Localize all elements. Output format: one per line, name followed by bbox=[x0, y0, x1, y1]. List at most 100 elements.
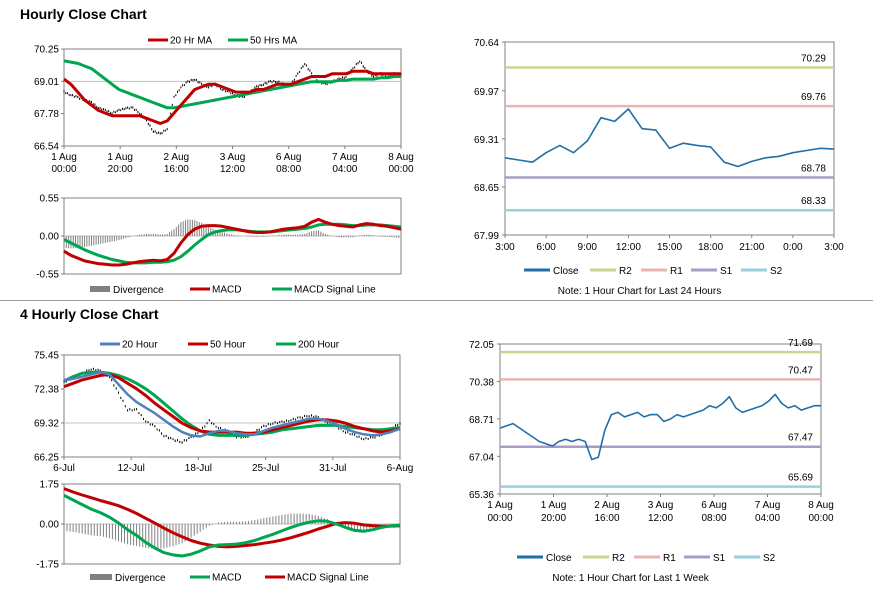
hourly-levels-x-label-5: 18:00 bbox=[698, 242, 723, 253]
four-hourly-levels-x-date-6: 8 Aug bbox=[808, 500, 834, 511]
four-hourly-levels-y-label-1: 70.38 bbox=[469, 377, 494, 388]
four-hourly-price-plot bbox=[63, 354, 401, 458]
hourly-levels-close-line bbox=[504, 108, 835, 168]
four-hourly-levels-x-time-1: 20:00 bbox=[541, 513, 566, 524]
hourly-levels-y-label-0: 70.64 bbox=[474, 38, 499, 49]
hourly-levels-x-label-1: 6:00 bbox=[536, 242, 556, 253]
four-hourly-levels-x-time-4: 08:00 bbox=[701, 513, 726, 524]
four-hourly-50hr-line bbox=[63, 372, 401, 435]
hourly-macd-y-label-0: 0.55 bbox=[40, 194, 60, 205]
four-hourly-levels-x-date-4: 6 Aug bbox=[701, 500, 727, 511]
four-hourly-levels-r1-level-label: 70.47 bbox=[788, 365, 813, 376]
hourly-levels-r1-level-label: 69.76 bbox=[801, 92, 826, 103]
hourly-levels-s2-level-label: 68.33 bbox=[801, 196, 826, 207]
hourly-section-title: Hourly Close Chart bbox=[20, 6, 147, 22]
hourly-price-y-label-1: 69.01 bbox=[34, 77, 59, 88]
hourly-levels-x-label-7: 0:00 bbox=[783, 242, 803, 253]
hourly-levels-note: Note: 1 Hour Chart for Last 24 Hours bbox=[558, 286, 721, 297]
hourly-price-x-date-6: 8 Aug bbox=[388, 152, 414, 163]
hourly-levels-legend-s2-label: S2 bbox=[770, 266, 783, 277]
hourly-20hr-ma-line bbox=[63, 69, 401, 125]
four-hourly-levels-y-label-2: 68.71 bbox=[469, 415, 494, 426]
four-hourly-legend-50hr-label: 50 Hour bbox=[210, 340, 246, 351]
hourly-price-x-date-2: 2 Aug bbox=[164, 152, 190, 163]
hourly-levels-x-label-8: 3:00 bbox=[824, 242, 844, 253]
hourly-price-x-date-5: 7 Aug bbox=[332, 152, 358, 163]
hourly-legend-20hr-label: 20 Hr MA bbox=[170, 36, 213, 47]
four-hourly-price-x-label-0: 6-Jul bbox=[53, 463, 75, 474]
section-divider bbox=[0, 300, 873, 301]
four-hourly-price-y-label-1: 72.38 bbox=[34, 385, 59, 396]
hourly-levels-legend-r1-label: R1 bbox=[670, 266, 683, 277]
four-hourly-signal-line bbox=[63, 487, 401, 549]
four-hourly-levels-y-label-0: 72.05 bbox=[469, 340, 494, 351]
four-hourly-levels-x-date-3: 3 Aug bbox=[648, 500, 674, 511]
hourly-levels-y-label-2: 69.31 bbox=[474, 135, 499, 146]
hourly-price-x-time-1: 20:00 bbox=[108, 164, 133, 175]
hourly-price-x-time-3: 12:00 bbox=[220, 164, 245, 175]
four-hourly-200hr-line bbox=[63, 370, 401, 437]
four-hourly-levels-note: Note: 1 Hour Chart for Last 1 Week bbox=[552, 573, 710, 584]
four-hourly-levels-legend-close-label: Close bbox=[546, 553, 572, 564]
hourly-price-y-label-2: 67.78 bbox=[34, 109, 59, 120]
four-hourly-levels-s1-level-label: 67.47 bbox=[788, 433, 813, 444]
four-hourly-price-x-label-2: 18-Jul bbox=[185, 463, 212, 474]
four-hourly-legend-200hr-label: 200 Hour bbox=[298, 340, 340, 351]
hourly-price-y-label-0: 70.25 bbox=[34, 45, 59, 56]
hourly-legend-divergence-label: Divergence bbox=[113, 285, 164, 296]
four-hourly-macd-y-label-1: 0.00 bbox=[40, 520, 60, 531]
hourly-levels-y-label-1: 69.97 bbox=[474, 87, 499, 98]
four-hourly-price-x-label-1: 12-Jul bbox=[118, 463, 145, 474]
hourly-price-x-time-4: 08:00 bbox=[276, 164, 301, 175]
hourly-price-x-time-6: 00:00 bbox=[388, 164, 413, 175]
hourly-levels-legend-s1-label: S1 bbox=[720, 266, 733, 277]
four-hourly-levels-legend-r1-label: R1 bbox=[663, 553, 676, 564]
four-hourly-macd-y-label-0: 1.75 bbox=[40, 480, 60, 491]
hourly-levels-s1-level-label: 68.78 bbox=[801, 163, 826, 174]
four-hourly-price-x-label-3: 25-Jul bbox=[252, 463, 279, 474]
hourly-macd-line bbox=[63, 217, 402, 267]
hourly-legend-macd-label: MACD bbox=[212, 285, 241, 296]
hourly-signal-line bbox=[63, 222, 402, 265]
hourly-price-x-time-5: 04:00 bbox=[332, 164, 357, 175]
four-hourly-price-x-label-5: 6-Aug bbox=[387, 463, 414, 474]
hourly-macd-y-label-1: 0.00 bbox=[40, 232, 60, 243]
four-hourly-legend-20hr-label: 20 Hour bbox=[122, 340, 158, 351]
four-hourly-levels-y-label-4: 65.36 bbox=[469, 490, 494, 501]
hourly-price-x-time-0: 00:00 bbox=[51, 164, 76, 175]
hourly-price-x-date-1: 1 Aug bbox=[107, 152, 133, 163]
four-hourly-levels-x-time-6: 00:00 bbox=[808, 513, 833, 524]
hourly-50hr-ma-line bbox=[63, 59, 401, 110]
four-hourly-levels-legend-r2-label: R2 bbox=[612, 553, 625, 564]
four-hourly-price-y-label-3: 66.25 bbox=[34, 453, 59, 464]
four-hourly-price-y-label-2: 69.32 bbox=[34, 418, 59, 429]
four-hourly-levels-x-date-2: 2 Aug bbox=[594, 500, 620, 511]
hourly-price-y-label-3: 66.54 bbox=[34, 142, 59, 153]
four-hourly-legend-macd-label: MACD bbox=[212, 573, 241, 584]
four-hourly-macd-line bbox=[63, 494, 401, 558]
hourly-price-x-date-3: 3 Aug bbox=[220, 152, 246, 163]
four-hourly-legend-divergence-label: Divergence bbox=[115, 573, 166, 584]
four-hourly-price-y-label-0: 75.45 bbox=[34, 351, 59, 362]
hourly-legend-divergence-swatch bbox=[90, 286, 110, 292]
hourly-levels-r2-level-label: 70.29 bbox=[801, 53, 826, 64]
hourly-levels-legend-close-label: Close bbox=[553, 266, 579, 277]
hourly-levels-plot bbox=[504, 41, 835, 236]
hourly-levels-x-label-0: 3:00 bbox=[495, 242, 515, 253]
four-hourly-levels-legend-s1-label: S1 bbox=[713, 553, 726, 564]
hourly-macd-y-label-2: -0.55 bbox=[36, 270, 59, 281]
four-hourly-levels-x-date-5: 7 Aug bbox=[755, 500, 781, 511]
hourly-levels-y-label-4: 67.99 bbox=[474, 231, 499, 242]
four-hourly-macd-y-label-2: -1.75 bbox=[36, 560, 59, 571]
four-hourly-levels-x-time-2: 16:00 bbox=[594, 513, 619, 524]
four-hourly-levels-x-time-5: 04:00 bbox=[755, 513, 780, 524]
four-hourly-20hr-line bbox=[63, 370, 401, 438]
hourly-levels-x-label-6: 21:00 bbox=[739, 242, 764, 253]
four-hourly-levels-y-label-3: 67.04 bbox=[469, 452, 494, 463]
hourly-levels-x-label-4: 15:00 bbox=[657, 242, 682, 253]
four-hourly-section-title: 4 Hourly Close Chart bbox=[20, 306, 159, 322]
four-hourly-legend-signal-label: MACD Signal Line bbox=[287, 573, 369, 584]
four-hourly-levels-x-date-1: 1 Aug bbox=[541, 500, 567, 511]
four-hourly-levels-legend-s2-label: S2 bbox=[763, 553, 776, 564]
